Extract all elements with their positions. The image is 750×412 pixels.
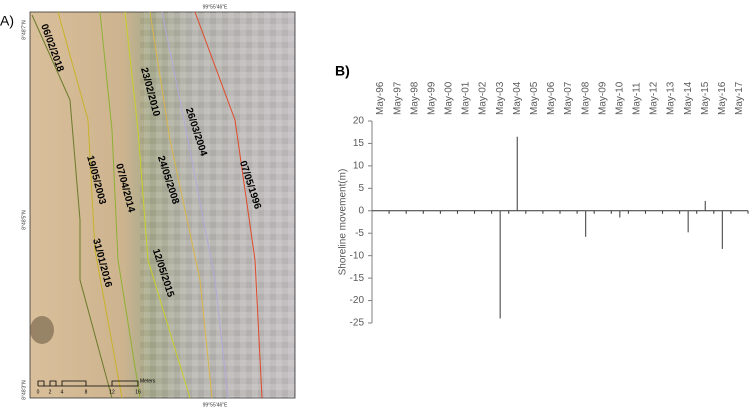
- y-tick-label: 5: [358, 183, 364, 194]
- panel-label: B): [335, 63, 350, 79]
- x-tick-label: May-99: [426, 81, 437, 115]
- bar: [499, 210, 501, 319]
- x-tick-label: May-05: [529, 81, 540, 115]
- scale-unit: Meters: [140, 378, 156, 384]
- x-tick-label: May-12: [649, 81, 660, 115]
- shoreline: [124, 11, 191, 399]
- y-tick-label: 15: [353, 138, 365, 149]
- bar: [619, 210, 621, 218]
- y-tick-label: 0: [358, 205, 364, 216]
- map-panel: A) 06/02/2018 23/02/2010 26/03/2004 07/0…: [0, 4, 296, 408]
- coordinate: 99°55'46"E: [203, 402, 228, 408]
- x-tick-label: May-15: [700, 81, 711, 115]
- bar: [687, 210, 689, 233]
- coordinate: 99°55'46"E: [203, 4, 228, 10]
- y-axis-label: Shoreline movement(m): [338, 169, 349, 276]
- scale-label: 2: [49, 389, 52, 395]
- coordinate: 8°48'7"N: [21, 20, 27, 40]
- x-tick-label: May-08: [580, 81, 591, 115]
- bar: [585, 210, 587, 237]
- shoreline: [194, 11, 263, 399]
- x-tick-label: May-07: [563, 81, 574, 115]
- x-tick-label: May-11: [632, 82, 643, 115]
- shoreline: [161, 11, 229, 399]
- x-tick-label: May-06: [546, 81, 557, 115]
- shoreline: [149, 11, 213, 399]
- coordinate: 8°48'5"N: [21, 210, 27, 230]
- scale-label: 16: [135, 389, 141, 395]
- x-tick-label: May-16: [717, 81, 728, 115]
- x-tick-label: May-09: [597, 81, 608, 115]
- x-tick-label: May-00: [444, 81, 455, 115]
- x-tick-label: May-03: [495, 81, 506, 115]
- scale-label: 12: [109, 389, 115, 395]
- scale-label: 8: [85, 389, 88, 395]
- y-tick-label: -20: [350, 295, 365, 306]
- y-tick-label: -15: [350, 273, 365, 284]
- x-tick-label: May-01: [461, 81, 472, 115]
- y-tick-label: -25: [350, 318, 365, 329]
- dark-spot: [30, 316, 54, 344]
- bar: [704, 200, 706, 211]
- y-tick-label: 20: [353, 116, 365, 127]
- bar: [721, 210, 723, 249]
- y-tick-label: -10: [350, 250, 365, 261]
- x-tick-label: May-10: [614, 81, 625, 115]
- y-tick-label: 10: [353, 161, 365, 172]
- scale-label: 4: [61, 389, 64, 395]
- x-tick-label: May-02: [478, 81, 489, 115]
- bar: [516, 136, 518, 211]
- x-tick-label: May-14: [683, 81, 694, 115]
- scale-bar: Meters 0 2 4 8 12 16: [37, 378, 156, 395]
- x-tick-label: May-17: [734, 81, 745, 115]
- shoreline: [57, 11, 123, 399]
- coordinate: 8°48'3"N: [21, 380, 27, 400]
- scale-label: 0: [37, 389, 40, 395]
- x-tick-label: May-97: [392, 81, 403, 115]
- scale-bar-shape: [37, 380, 139, 387]
- x-tick-label: May-13: [666, 81, 677, 115]
- x-tick-label: May-96: [375, 81, 386, 115]
- map-texture: [140, 12, 295, 398]
- shoreline: [31, 14, 113, 399]
- x-tick-label: May-04: [512, 81, 523, 115]
- x-tick-label: May-98: [409, 81, 420, 115]
- y-tick-label: -5: [355, 228, 364, 239]
- panel-label: A): [0, 13, 14, 29]
- shoreline: [99, 11, 141, 399]
